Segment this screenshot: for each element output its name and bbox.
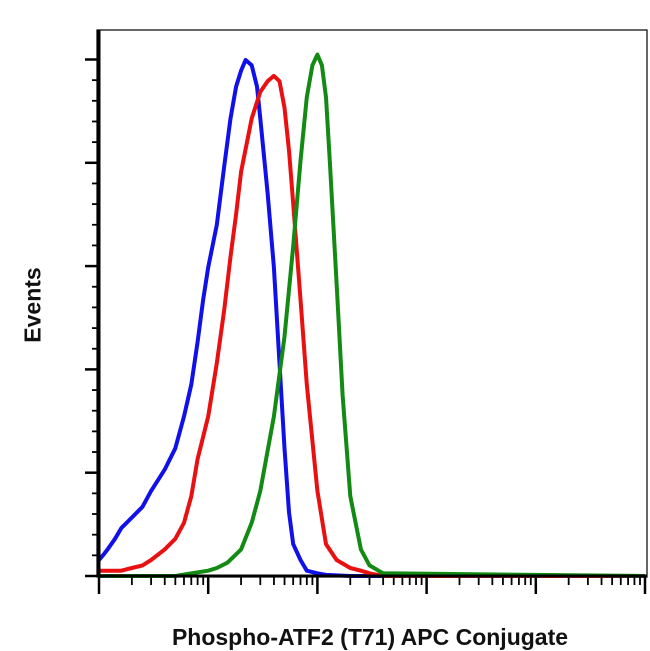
axes-layer: [85, 30, 647, 594]
series-line-1: [97, 58, 645, 578]
series-line-3: [99, 52, 646, 578]
series-layer: [97, 52, 646, 578]
y-axis-label: Events: [19, 267, 46, 343]
plot-frame: [96, 29, 648, 578]
series-line-2: [99, 73, 645, 578]
x-axis-label: Phospho-ATF2 (T71) APC Conjugate: [171, 624, 569, 650]
